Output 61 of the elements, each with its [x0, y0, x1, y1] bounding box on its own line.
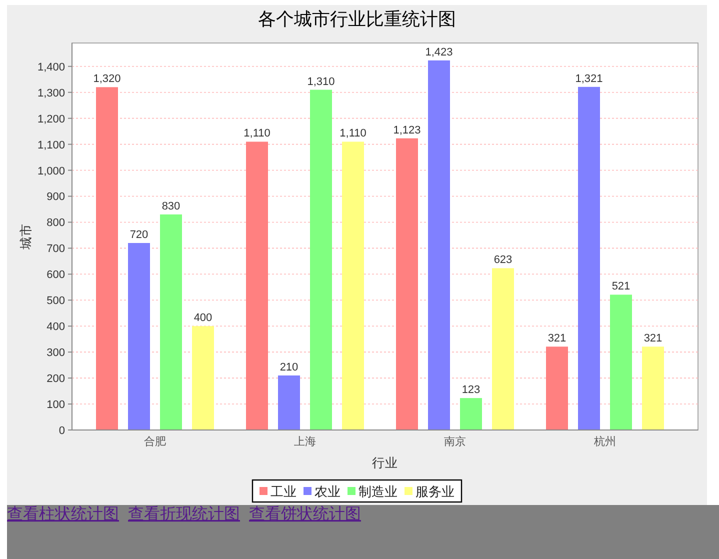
legend-label: 服务业: [416, 484, 454, 499]
y-tick-label: 400: [46, 321, 65, 334]
data-label: 321: [548, 332, 566, 345]
text: 查看饼状统计图: [249, 505, 361, 523]
bar: [310, 90, 332, 430]
data-label: 521: [612, 280, 630, 293]
bar: [546, 346, 568, 430]
x-tick-label: 上海: [294, 435, 316, 448]
data-label: 1,110: [244, 128, 270, 140]
y-tick-label: 600: [46, 269, 65, 282]
y-tick-label: 1,000: [37, 165, 65, 178]
y-tick-label: 100: [46, 399, 65, 412]
bar: [192, 326, 214, 430]
data-label: 400: [194, 312, 212, 324]
bar: [96, 87, 118, 430]
legend-label: 农业: [314, 484, 340, 499]
data-label: 720: [130, 228, 148, 241]
data-label: 1,310: [307, 76, 335, 88]
x-tick-label: 南京: [444, 435, 466, 448]
y-tick-label: 800: [46, 217, 65, 230]
data-label: 1,320: [93, 73, 121, 86]
y-tick-label: 900: [46, 191, 65, 204]
y-tick-label: 300: [46, 347, 65, 360]
y-tick-label: 200: [46, 373, 65, 386]
y-tick-label: 500: [46, 295, 65, 308]
bar: [160, 214, 182, 430]
y-tick-label: 1,300: [37, 87, 65, 100]
text: 查看折现统计图: [128, 505, 240, 523]
data-label: 123: [462, 384, 480, 396]
bar: [342, 142, 364, 430]
data-label: 321: [644, 332, 662, 345]
x-tick-label: 合肥: [144, 435, 166, 448]
data-label: 210: [280, 361, 298, 374]
data-label: 830: [162, 200, 180, 212]
bar: [610, 294, 632, 430]
y-tick-label: 700: [46, 243, 65, 256]
x-tick-label: 杭州: [593, 435, 616, 448]
y-tick-label: 1,200: [37, 113, 65, 126]
bar: [246, 142, 268, 430]
bar: [578, 86, 600, 430]
bar: [278, 375, 300, 430]
chart-title: 各个城市行业比重统计图: [258, 9, 456, 29]
data-label: 1,110: [340, 128, 366, 140]
legend-label: 工业: [270, 484, 296, 499]
legend-label: 制造业: [358, 484, 398, 499]
bar: [396, 138, 418, 430]
text: 查看柱状统计图: [7, 505, 119, 523]
bar: [428, 60, 450, 430]
y-tick-label: 0: [58, 425, 65, 437]
y-axis-title: 城市: [19, 224, 33, 250]
data-label: 623: [494, 254, 512, 266]
bar: [492, 268, 514, 430]
data-label: 1,321: [575, 72, 603, 85]
y-tick-label: 1,100: [37, 139, 65, 152]
x-axis-title: 行业: [372, 456, 398, 470]
data-label: 1,423: [425, 46, 453, 58]
data-label: 1,123: [393, 124, 421, 136]
bar: [128, 242, 150, 430]
bar: [642, 346, 664, 430]
bar: [460, 398, 482, 430]
y-tick-label: 1,400: [37, 61, 65, 74]
